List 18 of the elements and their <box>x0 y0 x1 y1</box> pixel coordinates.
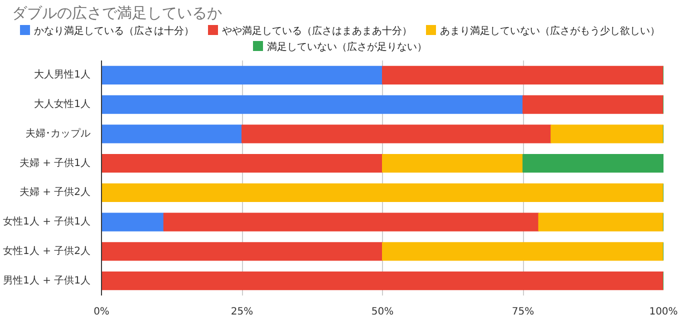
legend-label: やや満足している（広さはまあまあ十分） <box>221 24 412 38</box>
x-tick-label: 0% <box>94 306 110 318</box>
y-tick-label: 女性1人 + 子供2人 <box>3 244 91 257</box>
legend-label: あまり満足していない（広さがもう少し欲しい） <box>439 24 660 38</box>
y-tick-label: 男性1人 + 子供1人 <box>3 274 91 286</box>
y-tick-label: 大人男性1人 <box>34 68 91 81</box>
legend-label: かなり満足している（広さは十分） <box>33 24 194 38</box>
y-tick-label: 夫婦 + 子供1人 <box>19 156 91 169</box>
chart-title: ダブルの広さで満足しているか <box>11 3 223 22</box>
y-tick-label: 大人女性1人 <box>34 98 91 110</box>
y-tick-label: 女性1人 + 子供1人 <box>3 216 91 228</box>
x-tick-label: 100% <box>649 306 678 318</box>
legend-label: 満足していない（広さが足りない） <box>266 40 427 54</box>
y-tick-label: 夫婦 + 子供2人 <box>19 186 91 198</box>
x-tick-label: 25% <box>230 306 254 318</box>
x-tick-label: 50% <box>371 306 394 318</box>
x-tick-label: 75% <box>512 306 534 318</box>
y-tick-label: 夫婦･カップル <box>26 127 90 140</box>
